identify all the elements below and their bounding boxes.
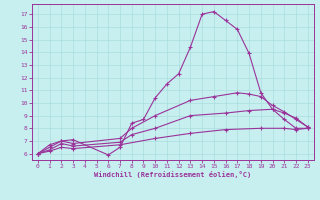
X-axis label: Windchill (Refroidissement éolien,°C): Windchill (Refroidissement éolien,°C)	[94, 171, 252, 178]
